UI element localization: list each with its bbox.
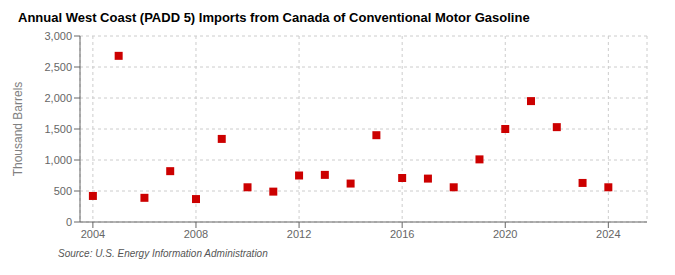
html-text:Annual West Coast (PADD 5) Imp: Annual West Coast (PADD 5) Imports from …: [18, 10, 530, 25]
svg-text:500: 500: [54, 185, 72, 197]
svg-text:2016: 2016: [390, 228, 414, 240]
svg-text:2,500: 2,500: [44, 61, 72, 73]
svg-text:2024: 2024: [596, 228, 620, 240]
svg-text:0: 0: [66, 216, 72, 228]
svg-text:1,500: 1,500: [44, 123, 72, 135]
svg-text:1,000: 1,000: [44, 154, 72, 166]
html-text:Source: U.S. Energy Informatio: Source: U.S. Energy Information Administ…: [58, 248, 268, 259]
svg-text:3,000: 3,000: [44, 30, 72, 42]
svg-text:2004: 2004: [81, 228, 105, 240]
svg-text:2,000: 2,000: [44, 92, 72, 104]
svg-text:Thousand Barrels: Thousand Barrels: [11, 82, 25, 177]
svg-text:2008: 2008: [184, 228, 208, 240]
svg-text:2020: 2020: [493, 228, 517, 240]
svg-text:2012: 2012: [287, 228, 311, 240]
